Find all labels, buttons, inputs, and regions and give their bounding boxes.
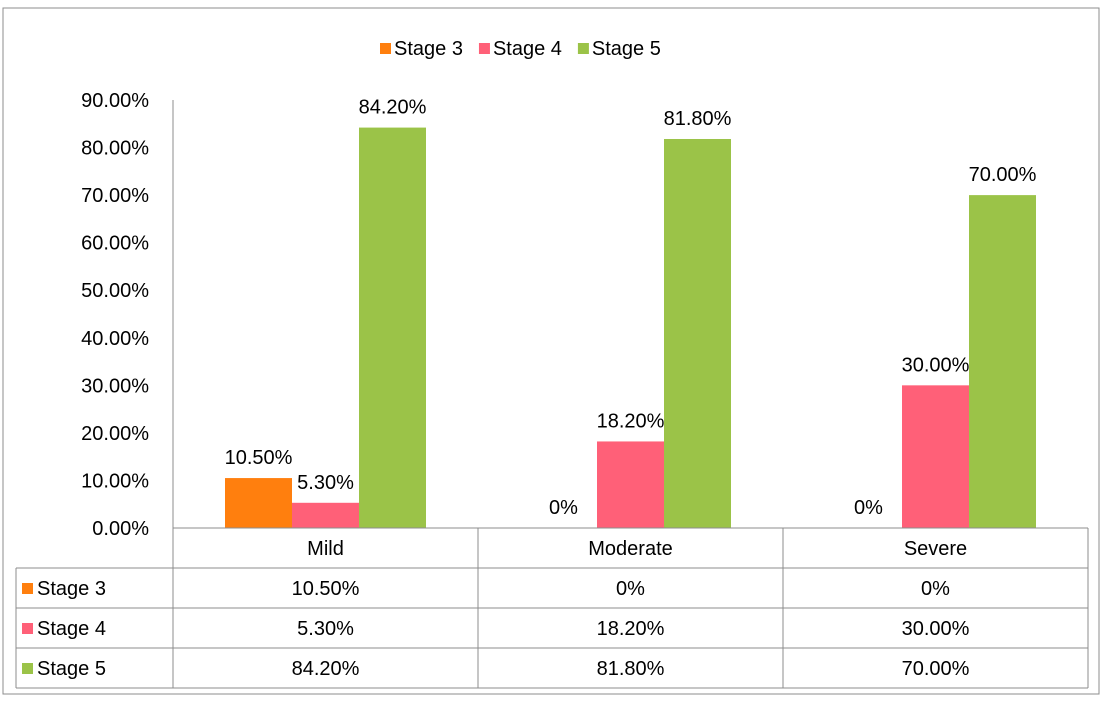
y-tick-label: 60.00% bbox=[81, 233, 149, 255]
table-swatch-stage-5 bbox=[22, 663, 33, 674]
legend-swatch-stage-5 bbox=[577, 43, 589, 54]
legend-label-stage-3: Stage 3 bbox=[394, 38, 463, 60]
table-swatch-stage-3 bbox=[22, 583, 33, 594]
data-label-severe-stage-3: 0% bbox=[854, 497, 883, 519]
y-tick-label: 10.00% bbox=[81, 470, 149, 492]
data-label-mild-stage-3: 10.50% bbox=[225, 447, 293, 469]
table-header-mild: Mild bbox=[307, 538, 344, 560]
table-cell-stage-3-moderate: 0% bbox=[616, 578, 645, 600]
table-cell-stage-3-severe: 0% bbox=[921, 578, 950, 600]
table-header-severe: Severe bbox=[904, 538, 967, 560]
table-cell-stage-4-severe: 30.00% bbox=[902, 618, 970, 640]
bar-moderate-stage-5 bbox=[664, 138, 731, 529]
data-label-moderate-stage-3: 0% bbox=[549, 497, 578, 519]
table-header-moderate: Moderate bbox=[588, 538, 673, 560]
table-row-label-stage-3: Stage 3 bbox=[37, 578, 106, 600]
y-tick-label: 90.00% bbox=[81, 90, 149, 112]
data-labels: 10.50%5.30% 84.20% 0% 18.20% 81.80% 0% 30.00% 7… bbox=[225, 97, 1037, 519]
table-cell-stage-4-mild: 5.30% bbox=[297, 618, 354, 640]
table-cell-stage-5-mild: 84.20% bbox=[292, 658, 360, 680]
table-cell-stage-3-mild: 10.50% bbox=[292, 578, 360, 600]
legend-swatch-stage-3 bbox=[380, 43, 391, 54]
table-cell-stage-5-moderate: 81.80% bbox=[597, 658, 665, 680]
y-tick-label: 30.00% bbox=[81, 375, 149, 397]
table-cell-stage-5-severe: 70.00% bbox=[902, 658, 970, 680]
bar-moderate-stage-4 bbox=[597, 441, 664, 528]
legend-label-stage-5: Stage 5 bbox=[592, 38, 661, 60]
data-label-moderate-stage-4: 18.20% bbox=[597, 410, 665, 432]
y-tick-label: 40.00% bbox=[81, 328, 149, 350]
y-tick-label: 80.00% bbox=[81, 138, 149, 160]
bar-mild-stage-5 bbox=[359, 127, 426, 529]
data-label-mild-stage-5: 84.20% bbox=[359, 97, 427, 119]
y-tick-label: 20.00% bbox=[81, 423, 149, 445]
y-tick-label: 50.00% bbox=[81, 280, 149, 302]
table-row-label-stage-5: Stage 5 bbox=[37, 658, 106, 680]
data-label-severe-stage-4: 30.00% bbox=[902, 354, 970, 376]
data-label-severe-stage-5: 70.00% bbox=[969, 164, 1037, 186]
bar-severe-stage-4 bbox=[902, 385, 969, 528]
y-tick-label: 70.00% bbox=[81, 185, 149, 207]
legend-swatch-stage-4 bbox=[478, 43, 490, 54]
y-axis: 0.00% 10.00% 20.00% 30.00% 40.00% 50.00% 60.00… bbox=[81, 90, 174, 540]
bar-mild-stage-4 bbox=[292, 502, 359, 528]
data-label-moderate-stage-5: 81.80% bbox=[664, 108, 732, 130]
data-table: Mild Moderate Severe Stage 3 10.50% 0% 0% Stage… bbox=[15, 527, 1089, 689]
table-cell-stage-4-moderate: 18.20% bbox=[597, 618, 665, 640]
bar-mild-stage-3 bbox=[225, 478, 292, 528]
legend: Stage 3 Stage 4 Stage 5 bbox=[380, 38, 661, 60]
bar-severe-stage-5 bbox=[969, 195, 1036, 528]
bars bbox=[225, 127, 1036, 529]
table-swatch-stage-4 bbox=[22, 623, 33, 634]
y-tick-label: 0.00% bbox=[92, 518, 149, 540]
data-label-mild-stage-4: 5.30% bbox=[297, 472, 354, 494]
legend-label-stage-4: Stage 4 bbox=[493, 38, 562, 60]
chart-frame bbox=[2, 7, 1100, 695]
table-row-label-stage-4: Stage 4 bbox=[37, 618, 106, 640]
